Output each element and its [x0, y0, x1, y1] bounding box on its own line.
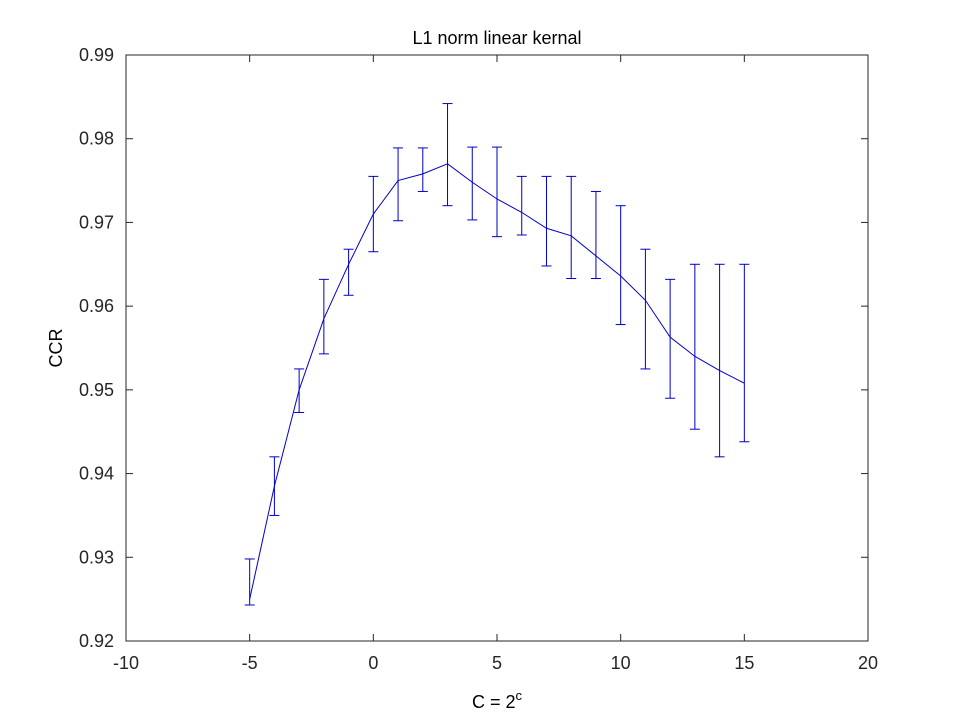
error-bar [665, 278, 676, 399]
error-bar [343, 248, 354, 296]
data-layer [244, 103, 750, 606]
x-axis-label-superscript: c [516, 688, 523, 703]
x-tick-label: -10 [113, 653, 139, 673]
error-bar [739, 263, 750, 443]
error-bar [318, 278, 329, 355]
error-bar [689, 263, 700, 430]
y-tick-label: 0.96 [79, 296, 114, 316]
y-tick-label: 0.92 [79, 631, 114, 651]
error-bar [615, 205, 626, 326]
chart-title: L1 norm linear kernal [412, 28, 581, 48]
error-bar [492, 146, 502, 238]
series-line [249, 163, 745, 600]
error-bar [541, 175, 552, 267]
y-tick-label: 0.93 [79, 547, 114, 567]
y-tick-label: 0.95 [79, 380, 114, 400]
x-axis-label-base: C = 2 [472, 692, 516, 712]
plot-area [126, 55, 868, 641]
x-tick-label: 5 [492, 653, 502, 673]
error-bar [417, 147, 428, 192]
y-axis-label: CCR [46, 329, 66, 368]
error-bar [640, 248, 651, 370]
error-bar [590, 190, 601, 280]
y-tick-label: 0.99 [79, 45, 114, 65]
x-tick-label: 20 [858, 653, 878, 673]
y-tick-label: 0.98 [79, 129, 114, 149]
x-tick-label: 10 [611, 653, 631, 673]
error-bar [516, 175, 527, 236]
error-bar [393, 147, 404, 222]
tick-layer: -10 -5 0 5 10 15 20 0.92 0.93 0.94 0.95 0.96 0.97 0.9… [79, 45, 878, 673]
x-tick-label: 0 [368, 653, 378, 673]
error-bar [442, 103, 453, 207]
y-tick-label: 0.94 [79, 464, 114, 484]
error-bar [467, 146, 478, 221]
y-tick-label: 0.97 [79, 212, 114, 232]
x-tick-label: -5 [242, 653, 258, 673]
x-axis-label: C = 2c [472, 688, 523, 712]
error-bar [566, 175, 577, 280]
x-tick-label: 15 [734, 653, 754, 673]
error-bar [714, 263, 725, 458]
